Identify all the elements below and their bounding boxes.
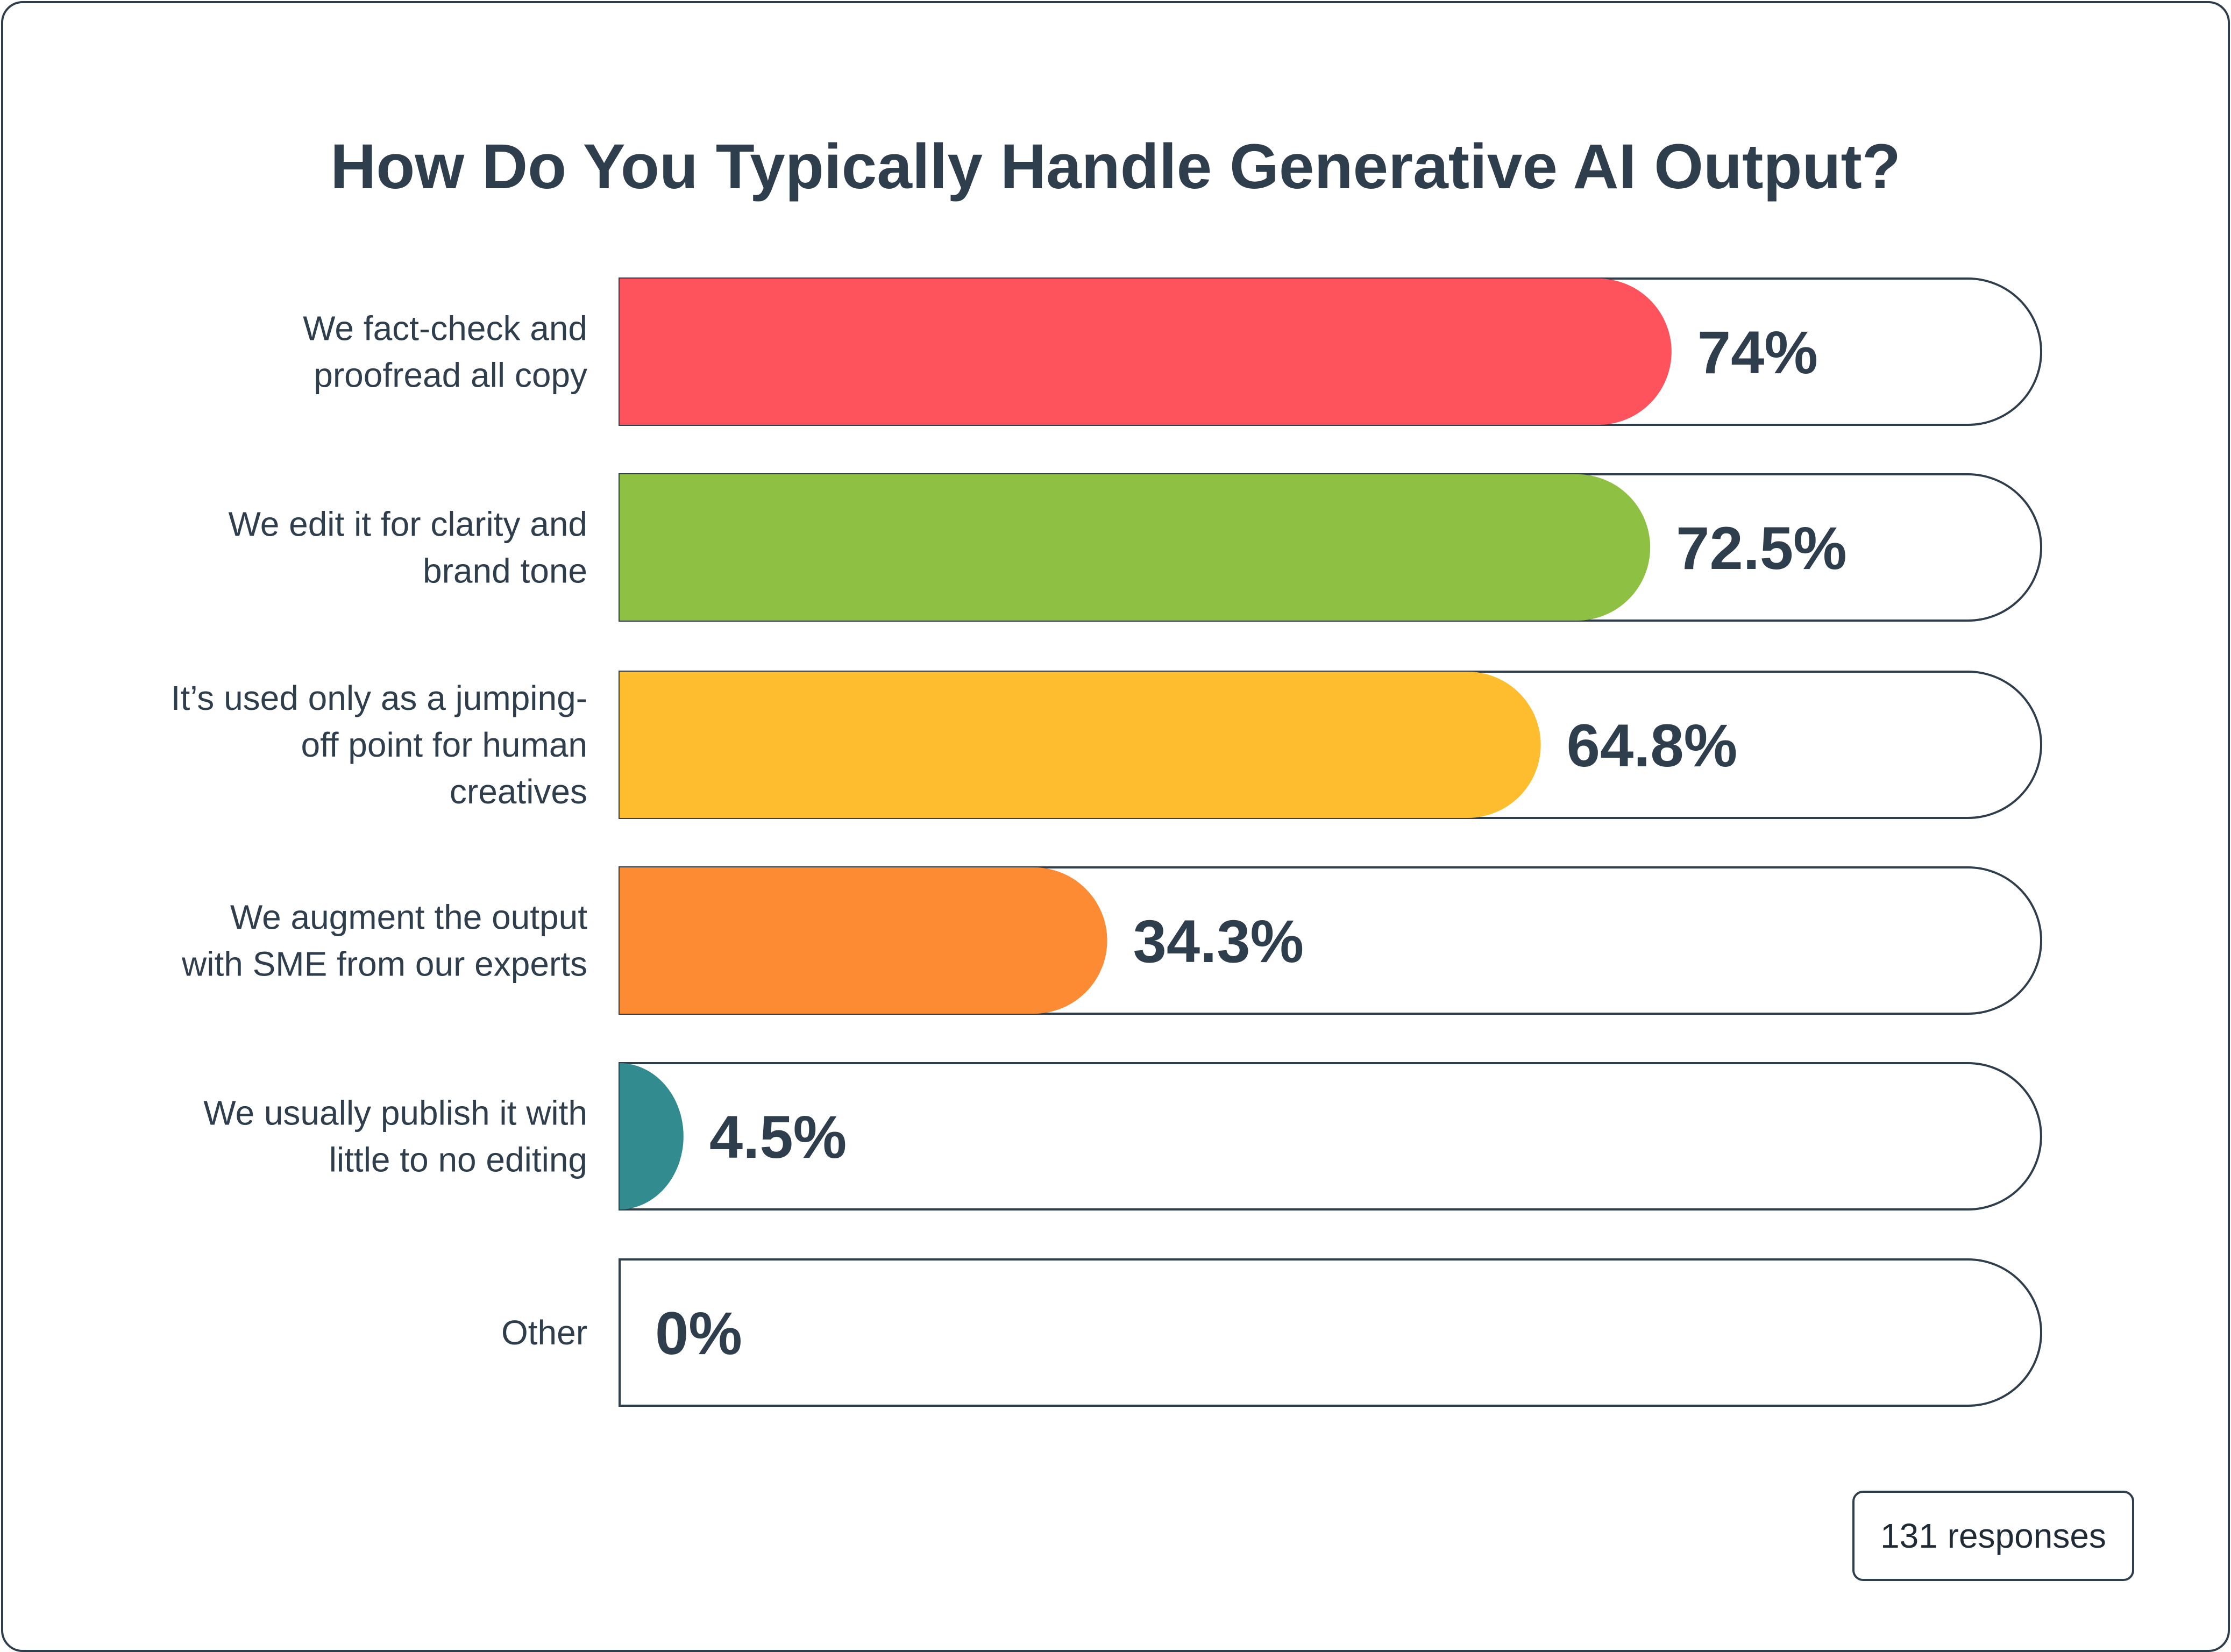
- chart-title: How Do You Typically Handle Generative A…: [330, 131, 1901, 202]
- bar-row: 0% Other: [501, 1258, 2042, 1407]
- bar-track: [619, 1062, 2042, 1210]
- responses-count: 131 responses: [1880, 1516, 2106, 1555]
- bar-row: 34.3% We augment the output with SME from …: [181, 866, 2042, 1015]
- bar-row: 4.5% We usually publish it with little to …: [203, 1062, 2042, 1210]
- bar: [620, 672, 1541, 818]
- bar: [620, 1063, 684, 1209]
- category-label-line: proofread all copy: [314, 356, 587, 395]
- category-label-line: Other: [501, 1313, 587, 1352]
- value-label: 34.3%: [1133, 908, 1304, 975]
- responses-badge: 131 responses: [1852, 1491, 2134, 1581]
- value-label: 74%: [1697, 319, 1818, 386]
- category-label: Other: [501, 1313, 587, 1352]
- value-label: 0%: [655, 1300, 742, 1367]
- value-label: 64.8%: [1567, 712, 1738, 779]
- bars-layer: 74% We fact-check and proofread all copy 72…: [171, 277, 2042, 1407]
- bar: [620, 279, 1672, 425]
- bar: [620, 474, 1651, 621]
- category-label-line: with SME from our experts: [181, 945, 587, 984]
- category-label-line: We usually publish it with: [203, 1094, 587, 1133]
- category-label: We usually publish it with little to no e…: [203, 1094, 587, 1179]
- bar-row: 64.8% It’s used only as a jumping-off poi…: [171, 671, 2042, 819]
- category-label: We edit it for clarity and brand tone: [228, 505, 587, 590]
- value-label: 4.5%: [709, 1103, 847, 1171]
- category-label: It’s used only as a jumping-off point fo…: [171, 679, 587, 811]
- bar: [620, 867, 1107, 1014]
- category-label-line: off point for human: [301, 725, 588, 764]
- category-label-line: little to no editing: [329, 1141, 587, 1179]
- value-label: 72.5%: [1676, 515, 1847, 582]
- category-label-line: creatives: [450, 772, 587, 811]
- category-label-line: We augment the output: [230, 898, 587, 937]
- bar-track: [619, 1258, 2042, 1407]
- bar-row: 72.5% We edit it for clarity and brand ton…: [228, 473, 2042, 622]
- category-label: We augment the output with SME from our e…: [181, 898, 587, 984]
- bar-row: 74% We fact-check and proofread all copy: [303, 277, 2042, 426]
- category-label-line: It’s used only as a jumping-: [171, 679, 587, 717]
- category-label: We fact-check and proofread all copy: [303, 309, 587, 395]
- category-label-line: We edit it for clarity and: [228, 505, 587, 544]
- category-label-line: brand tone: [423, 552, 587, 590]
- category-label-line: We fact-check and: [303, 309, 587, 348]
